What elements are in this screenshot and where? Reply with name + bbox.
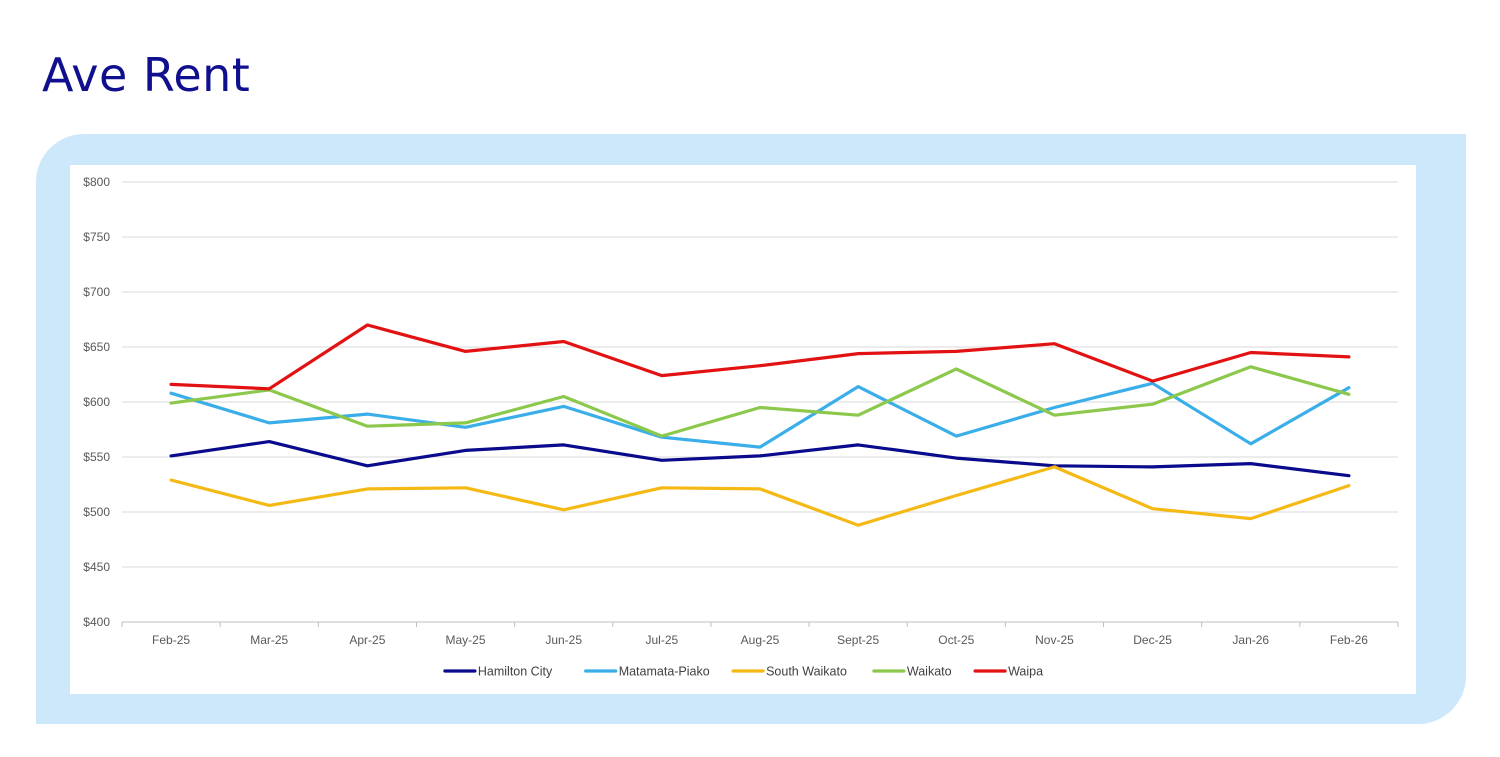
legend-label-hamilton-city: Hamilton City	[478, 665, 553, 679]
gridlines	[122, 181, 1398, 568]
x-tick-label: Dec-25	[1133, 633, 1172, 647]
series-line-matamata-piako	[169, 381, 1351, 449]
legend-label-south-waikato: South Waikato	[766, 665, 847, 679]
y-tick-label: $400	[83, 615, 110, 629]
page-title: Ave Rent	[42, 48, 251, 102]
x-tick-label: Jul-25	[646, 633, 679, 647]
legend-label-waikato: Waikato	[907, 665, 952, 679]
y-tick-label: $550	[83, 450, 110, 464]
x-tick-label: Feb-25	[152, 633, 190, 647]
chart-card	[70, 165, 1416, 694]
series-line-waikato	[169, 365, 1351, 438]
x-tick-label: Nov-25	[1035, 633, 1074, 647]
x-tick-label: Oct-25	[938, 633, 974, 647]
series-line-south-waikato	[169, 465, 1351, 527]
x-tick-label: Apr-25	[349, 633, 385, 647]
y-tick-label: $500	[83, 505, 110, 519]
x-tick-label: Feb-26	[1330, 633, 1368, 647]
x-axis: Feb-25 Mar-25 Apr-25 May-25 Jun-25 Jul-25 Aug-…	[121, 621, 1399, 647]
series-lines	[169, 323, 1351, 527]
x-tick-label: Sept-25	[837, 633, 879, 647]
y-tick-label: $650	[83, 340, 110, 354]
y-tick-label: $800	[83, 175, 110, 189]
x-tick-label: May-25	[446, 633, 486, 647]
y-tick-label: $700	[83, 285, 110, 299]
x-tick-label: Aug-25	[741, 633, 780, 647]
legend-label-waipa: Waipa	[1008, 665, 1043, 679]
series-line-hamilton-city	[169, 440, 1351, 478]
x-tick-label: Jun-25	[545, 633, 582, 647]
series-line-waipa	[169, 323, 1351, 391]
y-tick-label: $600	[83, 395, 110, 409]
legend-label-matamata-piako: Matamata-Piako	[619, 665, 710, 679]
y-axis-tick-labels: $400 $450 $500 $550 $600 $650 $700 $750 $800	[83, 175, 110, 629]
x-tick-label: Mar-25	[250, 633, 288, 647]
y-tick-label: $450	[83, 560, 110, 574]
x-tick-label: Jan-26	[1232, 633, 1269, 647]
legend: Hamilton City Matamata-Piako South Waikato…	[443, 665, 1043, 679]
y-tick-label: $750	[83, 230, 110, 244]
